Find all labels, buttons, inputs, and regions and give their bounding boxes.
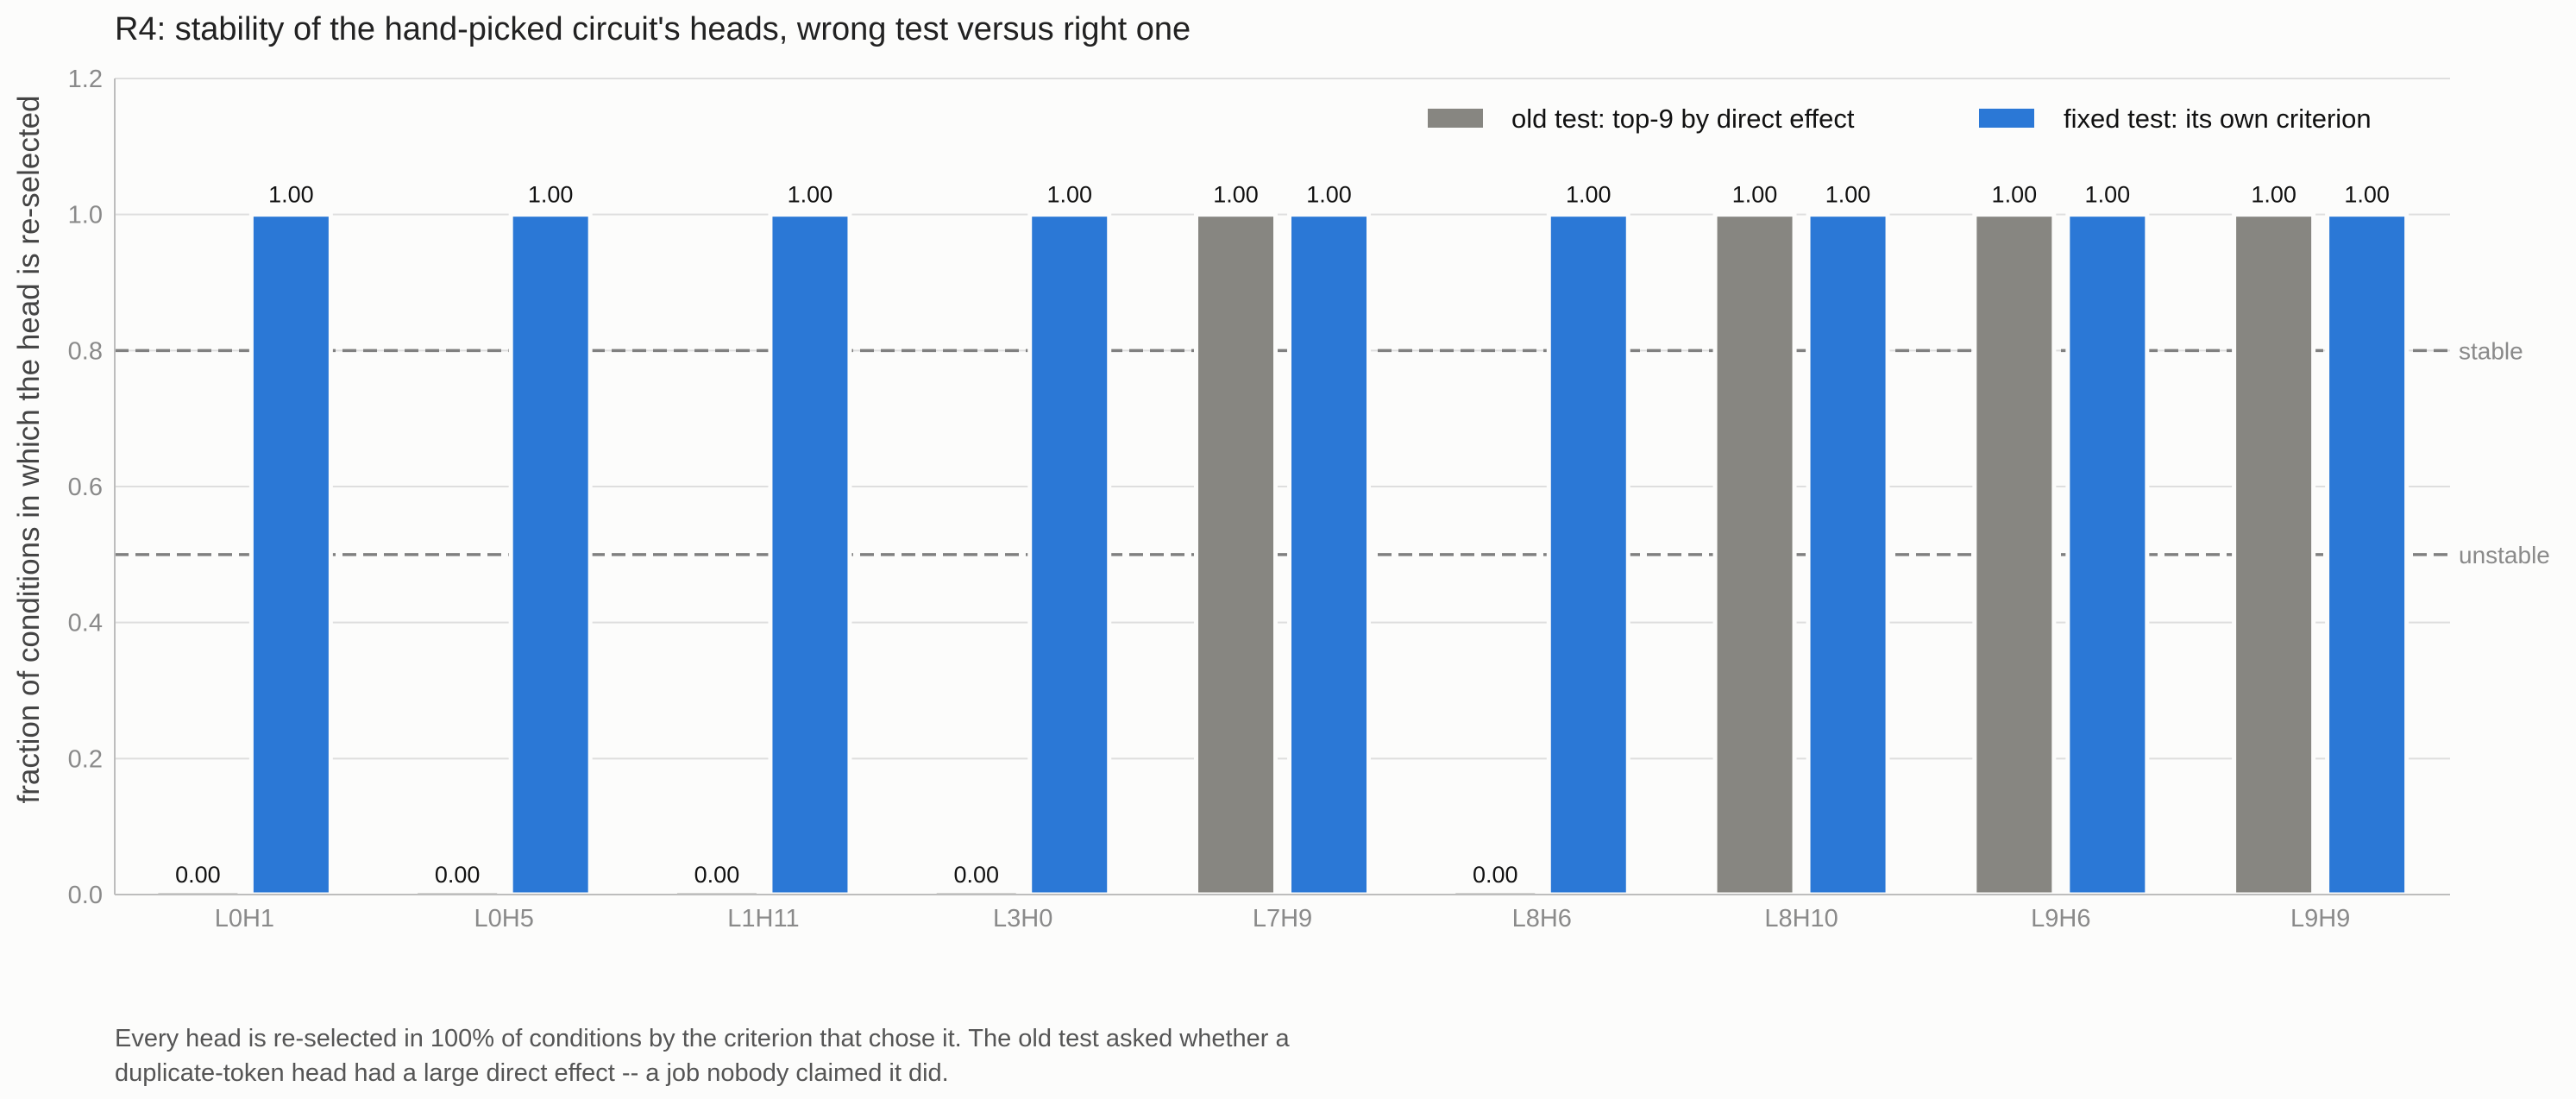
legend-swatch — [1979, 109, 2034, 128]
x-tick-label: L7H9 — [1253, 905, 1312, 933]
bar-L3H0-series-2 — [1027, 212, 1112, 897]
bar-L9H6-series-2 — [2065, 212, 2150, 897]
value-label: 1.00 — [1213, 182, 1259, 208]
y-tick-label: 1.0 — [68, 202, 103, 229]
x-tick-label: L9H6 — [2031, 905, 2090, 933]
bar-L8H10-series-2 — [1806, 212, 1890, 897]
reference-line-label: stable — [2459, 337, 2523, 364]
value-label: 0.00 — [175, 862, 221, 888]
y-tick-label: 0.8 — [68, 337, 103, 365]
value-label: 0.00 — [1473, 862, 1518, 888]
y-tick-label: 0.0 — [68, 882, 103, 909]
axes: 0.0 0.2 0.4 0.6 0.8 1.0 1.2 L0H1 L0H5 L1H11 L3H0 L7… — [68, 66, 2450, 933]
value-label: 1.00 — [2085, 182, 2131, 208]
bar-L7H9-series-1 — [1194, 212, 1278, 897]
y-tick-label: 0.2 — [68, 745, 103, 773]
x-tick-label: L0H1 — [215, 905, 274, 933]
value-label: 0.00 — [435, 862, 481, 888]
value-labels: 0.00 0.00 0.00 0.00 1.00 0.00 1.00 1.00 1.00 1.00… — [175, 182, 2390, 888]
value-label: 1.00 — [268, 182, 314, 208]
value-label: 1.00 — [788, 182, 833, 208]
gridlines — [115, 78, 2450, 760]
value-label: 1.00 — [2251, 182, 2296, 208]
x-tick-label: L3H0 — [993, 905, 1052, 933]
value-label: 1.00 — [528, 182, 574, 208]
value-label: 0.00 — [953, 862, 999, 888]
legend-swatch — [1428, 109, 1483, 128]
chart-title: R4: stability of the hand-picked circuit… — [115, 11, 1191, 47]
bar-L0H5-series-2 — [508, 212, 593, 897]
value-label: 0.00 — [694, 862, 740, 888]
value-label: 1.00 — [1992, 182, 2038, 208]
bar-L1H11-series-2 — [768, 212, 852, 897]
x-tick-label: L0H5 — [474, 905, 534, 933]
value-label: 1.00 — [2344, 182, 2390, 208]
bar-L9H9-series-2 — [2325, 212, 2410, 897]
value-label: 1.00 — [1306, 182, 1352, 208]
x-tick-label: L9H9 — [2290, 905, 2350, 933]
bar-L9H6-series-1 — [1972, 212, 2057, 897]
bar-L8H10-series-1 — [1712, 212, 1797, 897]
legend-label: old test: top-9 by direct effect — [1511, 104, 1855, 134]
value-label: 1.00 — [1825, 182, 1871, 208]
x-tick-label: L8H10 — [1764, 905, 1838, 933]
x-tick-label: L1H11 — [727, 905, 799, 933]
bar-L8H6-series-2 — [1546, 212, 1630, 897]
value-label: 1.00 — [1046, 182, 1092, 208]
caption-line-2: duplicate-token head had a large direct … — [115, 1059, 949, 1087]
legend: old test: top-9 by direct effect fixed te… — [1428, 104, 2372, 134]
legend-label: fixed test: its own criterion — [2064, 104, 2372, 134]
value-label: 1.00 — [1566, 182, 1612, 208]
y-axis-label: fraction of conditions in which the head… — [12, 95, 46, 803]
reference-lines: stable unstable — [115, 337, 2550, 568]
value-label: 1.00 — [1732, 182, 1778, 208]
caption: Every head is re-selected in 100% of con… — [115, 1021, 1581, 1090]
y-tick-label: 0.4 — [68, 610, 103, 637]
x-tick-label: L8H6 — [1512, 905, 1572, 933]
y-tick-label: 1.2 — [68, 66, 103, 93]
bar-L0H1-series-2 — [248, 212, 333, 897]
bar-L7H9-series-2 — [1287, 212, 1371, 897]
bar-L9H9-series-1 — [2232, 212, 2316, 897]
reference-line-label: unstable — [2459, 542, 2550, 568]
y-tick-label: 0.6 — [68, 474, 103, 501]
caption-line-1: Every head is re-selected in 100% of con… — [115, 1025, 1290, 1052]
